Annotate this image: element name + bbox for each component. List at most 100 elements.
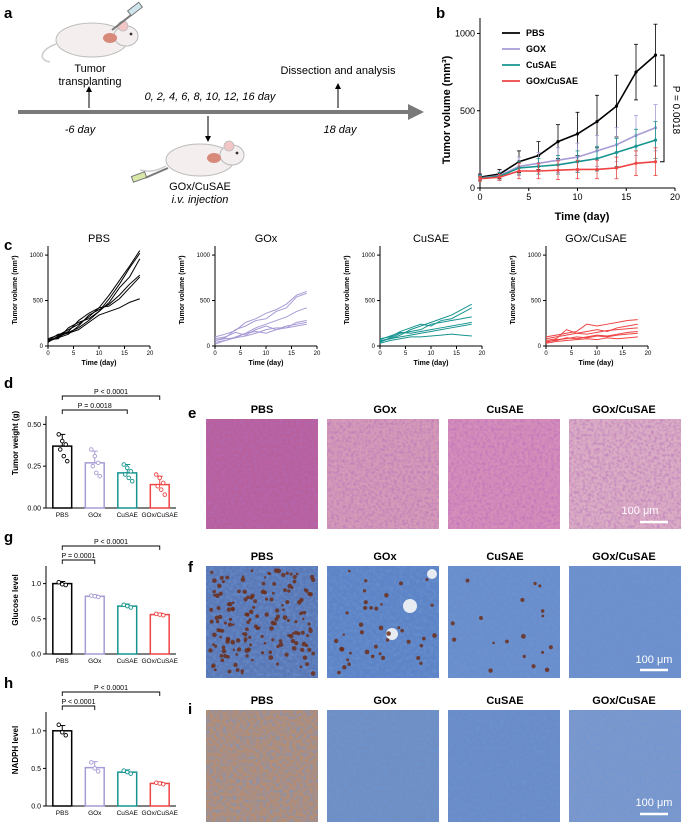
- h-bar-cusae-datapoint: [128, 771, 133, 776]
- c-gox-x-tick-label: 0: [213, 351, 217, 357]
- g-category-label-cusae: CuSAE: [117, 658, 139, 665]
- ihc-brown-dot: [269, 597, 274, 602]
- ihc-brown-dot: [225, 575, 230, 580]
- b-p-bracket: [660, 54, 665, 163]
- b-x-tick-label: 20: [670, 192, 680, 202]
- ihc-brown-dot: [400, 628, 404, 633]
- ihc-brown-dot: [406, 639, 411, 644]
- ihc-brown-dot: [212, 632, 217, 638]
- d-sig-label: P < 0.0001: [94, 389, 128, 396]
- c-gox-cusae-x-tick-label: 15: [619, 351, 626, 357]
- ihc-brown-dot: [450, 621, 455, 626]
- c-cusae-y-tick-label: 500: [365, 299, 376, 305]
- ihc-brown-dot: [363, 600, 368, 605]
- ihc-brown-dot: [299, 665, 303, 669]
- ihc-brown-dot: [286, 619, 290, 623]
- ihc-brown-dot: [349, 651, 352, 655]
- c-pbs-x-tick-label: 10: [96, 351, 103, 357]
- ihc-brown-dot: [299, 647, 305, 653]
- ihc-brown-dot: [381, 655, 386, 660]
- d-bar-pbs-datapoint: [58, 447, 63, 452]
- mouse-illustration-1: [41, 1, 144, 63]
- g-bar-gox-cusae-datapoint: [160, 613, 166, 618]
- ihc-brown-dot: [292, 579, 297, 584]
- ihc-brown-dot: [220, 629, 225, 633]
- d-category-label-cusae: CuSAE: [117, 512, 139, 519]
- h-y-tick-label: 1.0: [31, 728, 41, 735]
- b-x-tick-label: 0: [477, 192, 482, 202]
- h-bar-pbs-datapoint: [60, 730, 65, 735]
- panel-letter-h: h: [4, 675, 13, 692]
- ihc-brown-dot: [286, 589, 291, 593]
- ihc-brown-dot: [236, 647, 242, 652]
- e-scale-bar-label: 100 μm: [622, 505, 659, 517]
- h-bar-gox-datapoint: [95, 769, 101, 774]
- ihc-brown-dots-gox: [333, 569, 437, 675]
- panel-letter-c: c: [4, 237, 12, 254]
- i-title-cusae: CuSAE: [486, 695, 523, 707]
- ihc-brown-dot: [291, 646, 297, 651]
- panel-g-glucose-chart: g Glucose level 0.0 0.5 1.0 PBS GOx CuSAE GOx/…: [4, 529, 179, 665]
- b-series-cusae-point: [595, 157, 599, 161]
- ihc-brown-dot: [310, 671, 316, 676]
- d-bar-cusae-datapoint: [126, 475, 131, 481]
- ihc-brown-dot: [217, 583, 222, 589]
- ihc-brown-dot: [289, 572, 293, 576]
- ihc-brown-dot: [492, 641, 495, 645]
- he-image-cusae: [448, 419, 560, 529]
- injection-days-label: 0, 2, 4, 6, 8, 10, 12, 16 day: [145, 91, 277, 103]
- ihc-image-gox-cusae-f: [569, 566, 681, 678]
- h-bar-pbs: [52, 730, 73, 807]
- c-cusae-x-tick-label: 5: [404, 351, 408, 357]
- ihc-brown-dot: [225, 639, 230, 644]
- ihc-brown-dot: [226, 602, 231, 607]
- b-series-gox-cusae: [478, 147, 658, 182]
- ihc-brown-dot: [306, 634, 310, 638]
- g-bar-pbs-datapoint: [60, 582, 65, 587]
- e-title-cusae: CuSAE: [486, 404, 523, 416]
- ihc-brown-dot: [218, 591, 223, 596]
- ihc-brown-dot: [531, 664, 536, 669]
- h-category-label-gox: GOx: [88, 810, 102, 817]
- b-y-axis-label: Tumor volume (mm³): [441, 55, 453, 164]
- ihc-brown-dot: [221, 580, 225, 584]
- ihc-brown-dot: [260, 651, 265, 655]
- c-gox-cusae-x-tick-label: 0: [544, 351, 548, 357]
- c-gox-x-tick-label: 10: [263, 351, 270, 357]
- ihc-brown-dot: [290, 586, 294, 590]
- ihc-brown-dot: [278, 642, 284, 647]
- ihc-brown-dot: [212, 578, 217, 583]
- c-cusae-subplot: 0 5 10 15 20 0 500 1000: [362, 246, 486, 357]
- ihc-brown-dot: [261, 581, 266, 586]
- h-category-label-cusae: CuSAE: [117, 810, 139, 817]
- ihc-brown-dot: [242, 589, 247, 595]
- panel-h-nadph-chart: h NADPH level 0.0 0.5 1.0 PBS GOx CuSAE GOx/Cu…: [4, 675, 179, 817]
- h-bar-cusae: [117, 771, 138, 807]
- ihc-brown-dot: [386, 631, 391, 636]
- ihc-brown-dot: [263, 576, 267, 579]
- b-series-cusae-point: [614, 150, 619, 155]
- ihc-brown-dot: [285, 571, 289, 575]
- ihc-brown-dot: [302, 655, 308, 660]
- ihc-brown-dot: [430, 603, 434, 607]
- ihc-brown-dot: [223, 653, 228, 659]
- ihc-brown-dot: [419, 661, 423, 665]
- c-gox-cusae-mouse-line: [545, 327, 638, 340]
- ihc-brown-dot: [294, 620, 298, 624]
- g-sig-label: P < 0.0001: [94, 539, 128, 546]
- h-category-label-gox-cusae: GOx/CuSAE: [142, 810, 179, 817]
- ihc-brown-dot: [419, 643, 424, 648]
- b-series-pbs: [478, 23, 658, 181]
- ihc-brown-dot: [538, 584, 542, 588]
- c-gox-x-tick-label: 15: [288, 351, 295, 357]
- c-gox-cusae-mouse-line: [545, 323, 638, 342]
- ihc-brown-dot: [425, 578, 429, 582]
- ihc-brown-dot: [267, 571, 271, 575]
- ihc-brown-dot: [271, 591, 275, 595]
- ihc-brown-dot: [227, 669, 232, 674]
- h-sig-bracket: [61, 705, 96, 710]
- ihc-brown-dot: [346, 658, 350, 662]
- ihc-brown-dot: [246, 620, 250, 624]
- h-bar-gox: [84, 766, 105, 807]
